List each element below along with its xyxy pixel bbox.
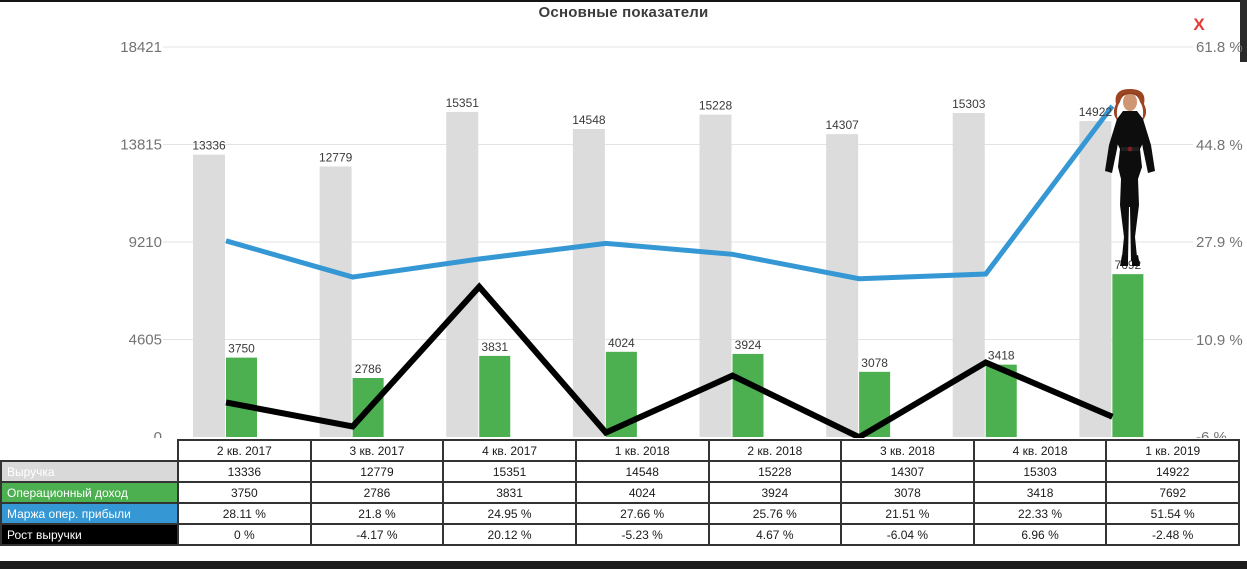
table-value-cell: 24.95 % (442, 502, 577, 525)
bar-value-label: 3078 (861, 356, 888, 370)
bar-value-label: 14922 (1079, 105, 1113, 119)
combo-chart: 0 -6 % 4605 10.9 % 9210 27.9 % 13815 44.8 % 1842… (120, 39, 1243, 438)
table-row: Рост выручки 0 % -4.17 % 20.12 % -5.23 % 4.67… (0, 523, 1240, 546)
table-column-header: 3 кв. 2017 (309, 439, 445, 462)
bar-value-label: 4024 (608, 336, 635, 350)
bar-value-label: 15228 (699, 99, 733, 113)
bar-op-income-0[interactable] (226, 357, 257, 437)
close-icon[interactable]: X (1193, 15, 1205, 34)
table-value-cell: -4.17 % (309, 523, 445, 546)
table-value-cell: 51.54 % (1105, 502, 1240, 525)
table-value-cell: 13336 (177, 460, 312, 483)
bar-revenue-1[interactable] (319, 166, 352, 438)
table-value-cell: 2786 (309, 481, 445, 504)
right-axis-tick-label: 61.8 % (1196, 39, 1243, 56)
bar-op-income-4[interactable] (732, 353, 764, 437)
table-corner-cell (1, 440, 178, 461)
table-value-cell: 4.67 % (707, 523, 843, 546)
table-value-cell: 28.11 % (177, 502, 312, 525)
bar-value-label: 3924 (735, 338, 762, 352)
table-value-cell: 25.76 % (707, 502, 843, 525)
table-value-cell: 3418 (972, 481, 1108, 504)
table-value-cell: 14922 (1105, 460, 1240, 483)
left-axis-tick-label: 9210 (129, 234, 162, 251)
background-window-edge (1240, 0, 1247, 62)
right-axis-tick-label: 10.9 % (1196, 332, 1243, 349)
table-value-cell: 14548 (574, 460, 710, 483)
table-value-cell: 3924 (707, 481, 843, 504)
bar-revenue-2[interactable] (446, 111, 479, 438)
table-column-header: 2 кв. 2017 (177, 439, 312, 462)
bar-value-label: 14548 (572, 113, 606, 127)
bar-revenue-7[interactable] (1079, 121, 1112, 437)
table-row: Выручка 13336 12779 15351 14548 15228 14307 153… (0, 460, 1240, 483)
table-value-cell: 3078 (840, 481, 975, 504)
bar-value-label: 3418 (988, 349, 1015, 363)
table-row-legend: Рост выручки (0, 523, 179, 546)
bar-revenue-0[interactable] (193, 154, 225, 437)
bar-value-label: 14307 (825, 118, 859, 132)
table-value-cell: 20.12 % (442, 523, 577, 546)
bar-value-label: 3831 (481, 340, 508, 354)
table-row: Операционный доход 3750 2786 3831 4024 3924 30… (0, 481, 1240, 504)
table-value-cell: 4024 (574, 481, 710, 504)
line-series-margin (225, 104, 1115, 282)
bar-op-income-2[interactable] (479, 355, 511, 437)
bar-revenue-3[interactable] (572, 128, 605, 437)
kpi-data-table: 2 кв. 2017 3 кв. 2017 4 кв. 2017 1 кв. 2018… (0, 439, 1240, 546)
table-column-header: 4 кв. 2018 (972, 439, 1108, 462)
table-column-header: 1 кв. 2018 (574, 439, 710, 462)
table-row: Маржа опер. прибыли 28.11 % 21.8 % 24.95 % 2… (0, 502, 1240, 525)
table-column-header: 1 кв. 2019 (1105, 439, 1240, 462)
right-axis-tick-label: 27.9 % (1196, 234, 1243, 251)
table-value-cell: 0 % (177, 523, 312, 546)
table-value-cell: 21.51 % (840, 502, 975, 525)
left-axis-tick-label: 18421 (120, 39, 162, 56)
bar-value-label: 3750 (228, 342, 255, 356)
right-axis-tick-label: -6 % (1196, 429, 1227, 438)
bar-op-income-7[interactable] (1112, 274, 1144, 437)
table-value-cell: -6.04 % (840, 523, 975, 546)
bar-value-label: 15351 (446, 96, 480, 110)
table-row-legend: Маржа опер. прибыли (0, 502, 179, 525)
right-axis-tick-label: 44.8 % (1196, 137, 1243, 154)
table-value-cell: 12779 (309, 460, 445, 483)
table-value-cell: 22.33 % (972, 502, 1108, 525)
bar-value-label: 7692 (1115, 258, 1142, 272)
table-value-cell: 15351 (442, 460, 577, 483)
left-axis-tick-label: 13815 (120, 137, 162, 154)
table-row-legend: Операционный доход (0, 481, 179, 504)
window-top-border (0, 0, 1247, 2)
left-axis-tick-label: 0 (154, 429, 162, 438)
bar-value-label: 12779 (319, 150, 353, 164)
table-value-cell: 7692 (1105, 481, 1240, 504)
table-value-cell: -5.23 % (574, 523, 710, 546)
table-value-cell: 27.66 % (574, 502, 710, 525)
table-value-cell: 3831 (442, 481, 577, 504)
table-value-cell: 21.8 % (309, 502, 445, 525)
left-axis-tick-label: 4605 (129, 332, 162, 349)
table-value-cell: 15303 (972, 460, 1108, 483)
table-column-header: 4 кв. 2017 (442, 439, 577, 462)
table-header-row: 2 кв. 2017 3 кв. 2017 4 кв. 2017 1 кв. 2018… (1, 439, 1240, 462)
table-column-header: 3 кв. 2018 (840, 439, 975, 462)
bar-value-label: 13336 (192, 139, 226, 153)
line-series-growth (225, 282, 1114, 438)
table-value-cell: 3750 (177, 481, 312, 504)
table-value-cell: 6.96 % (972, 523, 1108, 546)
table-column-header: 2 кв. 2018 (707, 439, 843, 462)
table-row-legend: Выручка (0, 460, 179, 483)
window-bottom-edge (0, 561, 1247, 569)
bar-revenue-5[interactable] (826, 134, 859, 438)
bar-value-label: 15303 (952, 97, 986, 111)
bar-value-label: 2786 (355, 362, 382, 376)
table-value-cell: 15228 (707, 460, 843, 483)
page-title: Основные показатели (538, 4, 709, 21)
table-value-cell: -2.48 % (1105, 523, 1240, 546)
table-value-cell: 14307 (840, 460, 975, 483)
